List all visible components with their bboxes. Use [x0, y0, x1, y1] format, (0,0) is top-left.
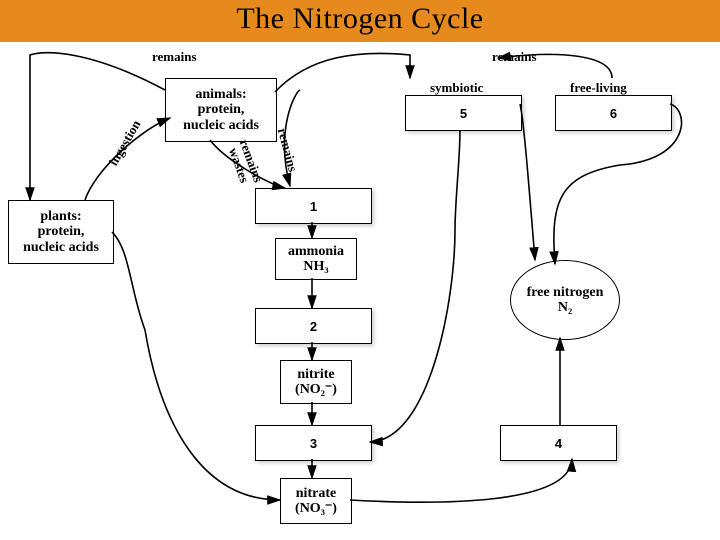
- edge-label-remains-left: remains: [152, 49, 197, 65]
- numbered-box-3: 3: [255, 425, 372, 461]
- label-freeliving: free-living: [570, 80, 627, 96]
- diagram-container: The Nitrogen Cycle animals: protein, nuc…: [0, 0, 720, 540]
- edge-label-remains-mid: remains: [274, 126, 301, 173]
- node-plants: plants: protein, nucleic acids: [8, 200, 114, 264]
- numbered-box-2: 2: [255, 308, 372, 344]
- edge-label-remains-right: remains: [492, 49, 537, 65]
- arrow: [370, 130, 460, 442]
- node-free-nitrogen: free nitrogen N₂: [510, 260, 620, 340]
- edge-label-remains-wastes: remains wastes: [225, 138, 265, 189]
- label-symbiotic: symbiotic: [430, 80, 483, 96]
- arrow: [275, 53, 410, 92]
- arrow: [30, 53, 165, 200]
- edge-label-ingestion: ingestion: [106, 117, 145, 168]
- node-animals: animals: protein, nucleic acids: [165, 78, 277, 142]
- node-nitrite: nitrite (NO₂⁻): [280, 360, 352, 404]
- numbered-box-4: 4: [500, 425, 617, 461]
- node-nitrate: nitrate (NO₃⁻): [280, 478, 352, 524]
- arrow: [520, 104, 535, 260]
- node-ammonia: ammonia NH₃: [275, 238, 357, 280]
- page-title: The Nitrogen Cycle: [0, 2, 720, 36]
- arrow: [350, 459, 572, 502]
- numbered-box-5: 5: [405, 95, 522, 131]
- numbered-box-6: 6: [555, 95, 672, 131]
- numbered-box-1: 1: [255, 188, 372, 224]
